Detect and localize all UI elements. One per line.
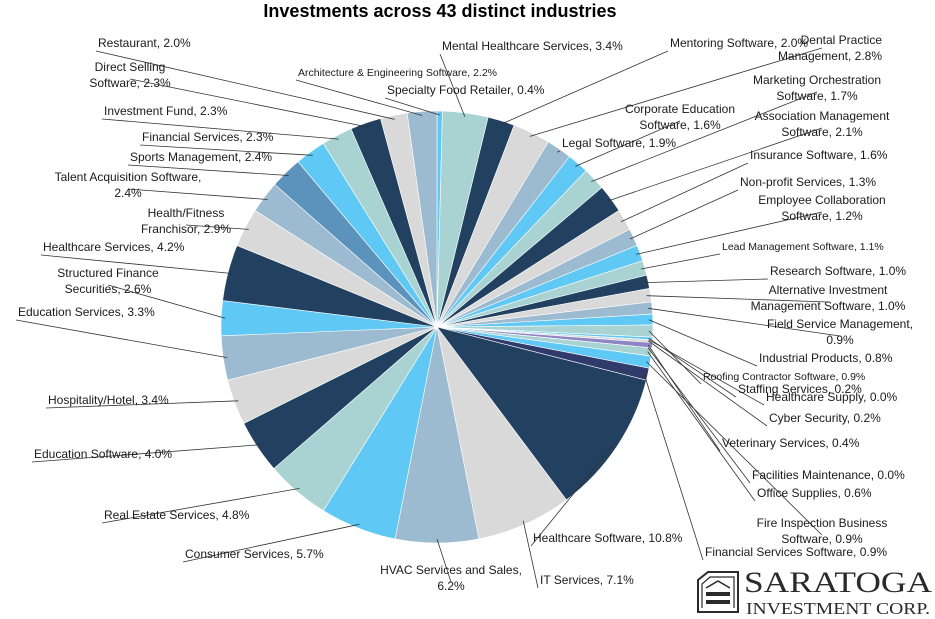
leader-line xyxy=(101,118,339,140)
leader-line xyxy=(648,307,841,337)
leader-line xyxy=(556,150,561,153)
slice-label: Investment Fund, 2.3% xyxy=(104,104,228,118)
saratoga-logo: SARATOGA INVESTMENT CORP. xyxy=(697,566,932,618)
leader-line xyxy=(648,340,768,427)
slice-label: Mentoring Software, 2.0% xyxy=(670,36,808,50)
leader-line xyxy=(185,224,249,230)
leader-line xyxy=(620,162,749,223)
slice-label: Facilities Maintenance, 0.0% xyxy=(752,468,905,482)
slice-label: Association Management Software, 2.1% xyxy=(755,109,890,139)
pie-slices xyxy=(220,110,654,544)
leader-line xyxy=(640,253,721,270)
leader-line xyxy=(107,284,226,319)
slice-label: Employee Collaboration Software, 1.2% xyxy=(758,193,885,223)
chart-title: Investments across 43 distinct industrie… xyxy=(263,1,616,21)
slice-label: Marketing Orchestration Software, 1.7% xyxy=(753,73,881,103)
leader-line xyxy=(15,319,228,358)
slice-label: Insurance Software, 1.6% xyxy=(750,148,888,162)
leader-line xyxy=(127,164,289,176)
leader-line xyxy=(646,295,829,303)
leader-line xyxy=(529,47,823,137)
leader-line xyxy=(607,127,823,202)
leader-line xyxy=(439,53,466,118)
slice-label: Structured Finance Securities, 2.6% xyxy=(57,266,159,296)
slice-label: Healthcare Supply, 0.0% xyxy=(766,390,898,404)
leader-line xyxy=(575,120,681,167)
leader-line xyxy=(645,361,823,536)
slice-label: Non-profit Services, 1.3% xyxy=(740,175,876,189)
slice-label: Fire Inspection Business Software, 0.9% xyxy=(757,516,888,546)
leader-line xyxy=(648,330,702,385)
leader-line xyxy=(129,78,367,128)
slice-label: Field Service Management, 0.9% xyxy=(767,317,913,347)
leader-line xyxy=(647,351,756,502)
slice-labels: Specialty Food Retailer, 0.4% Mental Heal… xyxy=(18,33,913,593)
leader-lines xyxy=(15,47,841,589)
leader-line xyxy=(629,189,739,240)
leader-line xyxy=(522,520,539,589)
slice-label: Healthcare Software, 10.8% xyxy=(533,531,683,545)
leader-line xyxy=(31,444,261,463)
leader-line xyxy=(101,488,300,524)
slice-label: Dental Practice Management, 2.8% xyxy=(778,33,882,63)
slice-label: Financial Services Software, 0.9% xyxy=(705,545,887,559)
leader-line xyxy=(644,278,769,283)
leader-line xyxy=(636,211,823,255)
leader-line xyxy=(40,254,232,274)
logo-emblem-icon xyxy=(697,571,739,613)
slice-label: Research Software, 1.0% xyxy=(770,264,906,278)
slice-label: Corporate Education Software, 1.6% xyxy=(625,102,735,132)
slice-label: Hospitality/Hotel, 3.4% xyxy=(48,393,169,407)
slice-label: Industrial Products, 0.8% xyxy=(759,351,893,365)
leader-line xyxy=(139,144,313,156)
slice-label: Education Services, 3.3% xyxy=(18,305,155,319)
slice-label: Alternative Investment Management Softwar… xyxy=(751,283,906,313)
slice-label: Financial Services, 2.3% xyxy=(142,130,274,144)
slice-label: Legal Software, 1.9% xyxy=(562,136,676,150)
slice-label: Sports Management, 2.4% xyxy=(130,150,272,164)
logo-tagline: INVESTMENT CORP. xyxy=(746,599,930,618)
slice-label: Talent Acquisition Software, 2.4% xyxy=(55,170,202,200)
leader-line xyxy=(45,400,239,409)
leader-line xyxy=(127,188,268,200)
leader-line xyxy=(95,50,395,120)
slice-label: Education Software, 4.0% xyxy=(34,447,172,461)
leader-line xyxy=(530,444,614,547)
slice-label: Lead Management Software, 1.1% xyxy=(722,241,884,253)
slice-label: Architecture & Engineering Software, 2.2… xyxy=(298,67,497,79)
slice-label: Consumer Services, 5.7% xyxy=(185,547,324,561)
slice-label: HVAC Services and Sales, 6.2% xyxy=(380,563,522,593)
slice-label: IT Services, 7.1% xyxy=(540,573,634,587)
leader-line xyxy=(295,79,423,116)
slice-label: Restaurant, 2.0% xyxy=(98,36,191,50)
slice-label: Health/Fitness Franchisor, 2.9% xyxy=(141,206,231,236)
leader-line xyxy=(591,91,818,182)
leader-line xyxy=(647,344,721,452)
leader-line xyxy=(182,523,360,563)
slice-label: Veterinary Services, 0.4% xyxy=(722,436,860,450)
leader-line xyxy=(643,373,704,561)
pie-slice xyxy=(406,110,438,328)
slice-label: Healthcare Services, 4.2% xyxy=(43,240,185,254)
slice-label: Mental Healthcare Services, 3.4% xyxy=(442,39,623,53)
slice-label: Specialty Food Retailer, 0.4% xyxy=(387,83,545,97)
leader-line xyxy=(647,347,751,484)
slice-label: Direct Selling Software, 2.3% xyxy=(89,60,171,90)
slice-label: Real Estate Services, 4.8% xyxy=(104,508,250,522)
leader-line xyxy=(384,97,440,116)
slice-label: Cyber Security, 0.2% xyxy=(769,411,881,425)
leader-line xyxy=(436,538,452,583)
leader-line xyxy=(648,339,765,406)
slice-label: Staffing Services, 0.2% xyxy=(738,382,862,396)
leader-line xyxy=(648,319,758,367)
slice-label: Roofing Contractor Software, 0.9% xyxy=(703,371,865,383)
slice-label: Office Supplies, 0.6% xyxy=(757,486,872,500)
leader-line xyxy=(499,50,669,125)
logo-name: SARATOGA xyxy=(744,566,932,599)
